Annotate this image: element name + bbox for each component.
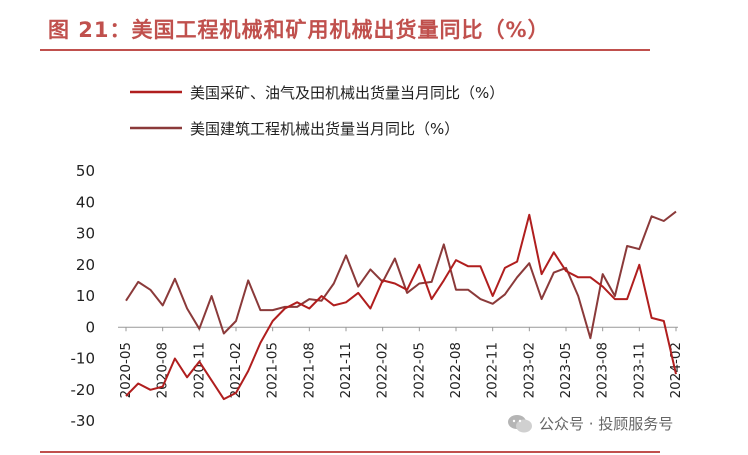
y-tick-label: 40 (76, 193, 95, 211)
bottom-divider (40, 451, 660, 453)
y-tick-label: 10 (76, 287, 95, 305)
title-divider (40, 49, 650, 51)
x-tick-label: 2021-05 (265, 342, 281, 398)
legend: 美国采矿、油气及田机械出货量当月同比（%） 美国建筑工程机械出货量当月同比（%） (130, 84, 504, 138)
x-tick-label: 2020-08 (155, 342, 171, 398)
x-tick-label: 2021-08 (301, 342, 317, 398)
y-tick-label: -30 (71, 412, 96, 430)
watermark: 公众号 · 投顾服务号 (507, 413, 673, 434)
y-tick-label: -10 (71, 350, 96, 368)
watermark-text: 公众号 · 投顾服务号 (539, 415, 674, 433)
y-axis: 50 40 30 20 10 0 -10 -20 -30 (71, 162, 96, 430)
series-layer (125, 210, 677, 401)
x-tick-label: 2020-05 (118, 342, 134, 398)
x-tick-label: 2023-05 (558, 342, 574, 398)
y-tick-label: 0 (85, 318, 95, 336)
series-line-construction (125, 210, 677, 340)
x-tick-label: 2022-05 (411, 342, 427, 398)
x-tick-label: 2022-08 (448, 342, 464, 398)
y-tick-label: 20 (76, 256, 95, 274)
x-axis: 2020-05 2020-08 2020-11 2021-02 2021-05 2021-… (118, 326, 684, 398)
x-tick-label: 2021-02 (228, 342, 244, 398)
series-line-mining (125, 213, 677, 401)
x-tick-label: 2023-11 (631, 342, 647, 398)
x-tick-label: 2022-02 (375, 342, 391, 398)
x-tick-label: 2021-11 (338, 342, 354, 398)
y-tick-label: -20 (71, 381, 96, 399)
y-tick-label: 30 (76, 225, 95, 243)
legend-label-mining: 美国采矿、油气及田机械出货量当月同比（%） (190, 84, 504, 102)
x-tick-label: 2022-11 (485, 342, 501, 398)
x-tick-label: 2023-08 (595, 342, 611, 398)
x-tick-label: 2020-11 (191, 342, 207, 398)
y-tick-label: 50 (76, 162, 95, 180)
chart-title: 图 21：美国工程机械和矿用机械出货量同比（%） (48, 18, 550, 42)
legend-label-construction: 美国建筑工程机械出货量当月同比（%） (190, 120, 459, 138)
wechat-icon (508, 414, 532, 432)
x-tick-label: 2023-02 (521, 342, 537, 398)
